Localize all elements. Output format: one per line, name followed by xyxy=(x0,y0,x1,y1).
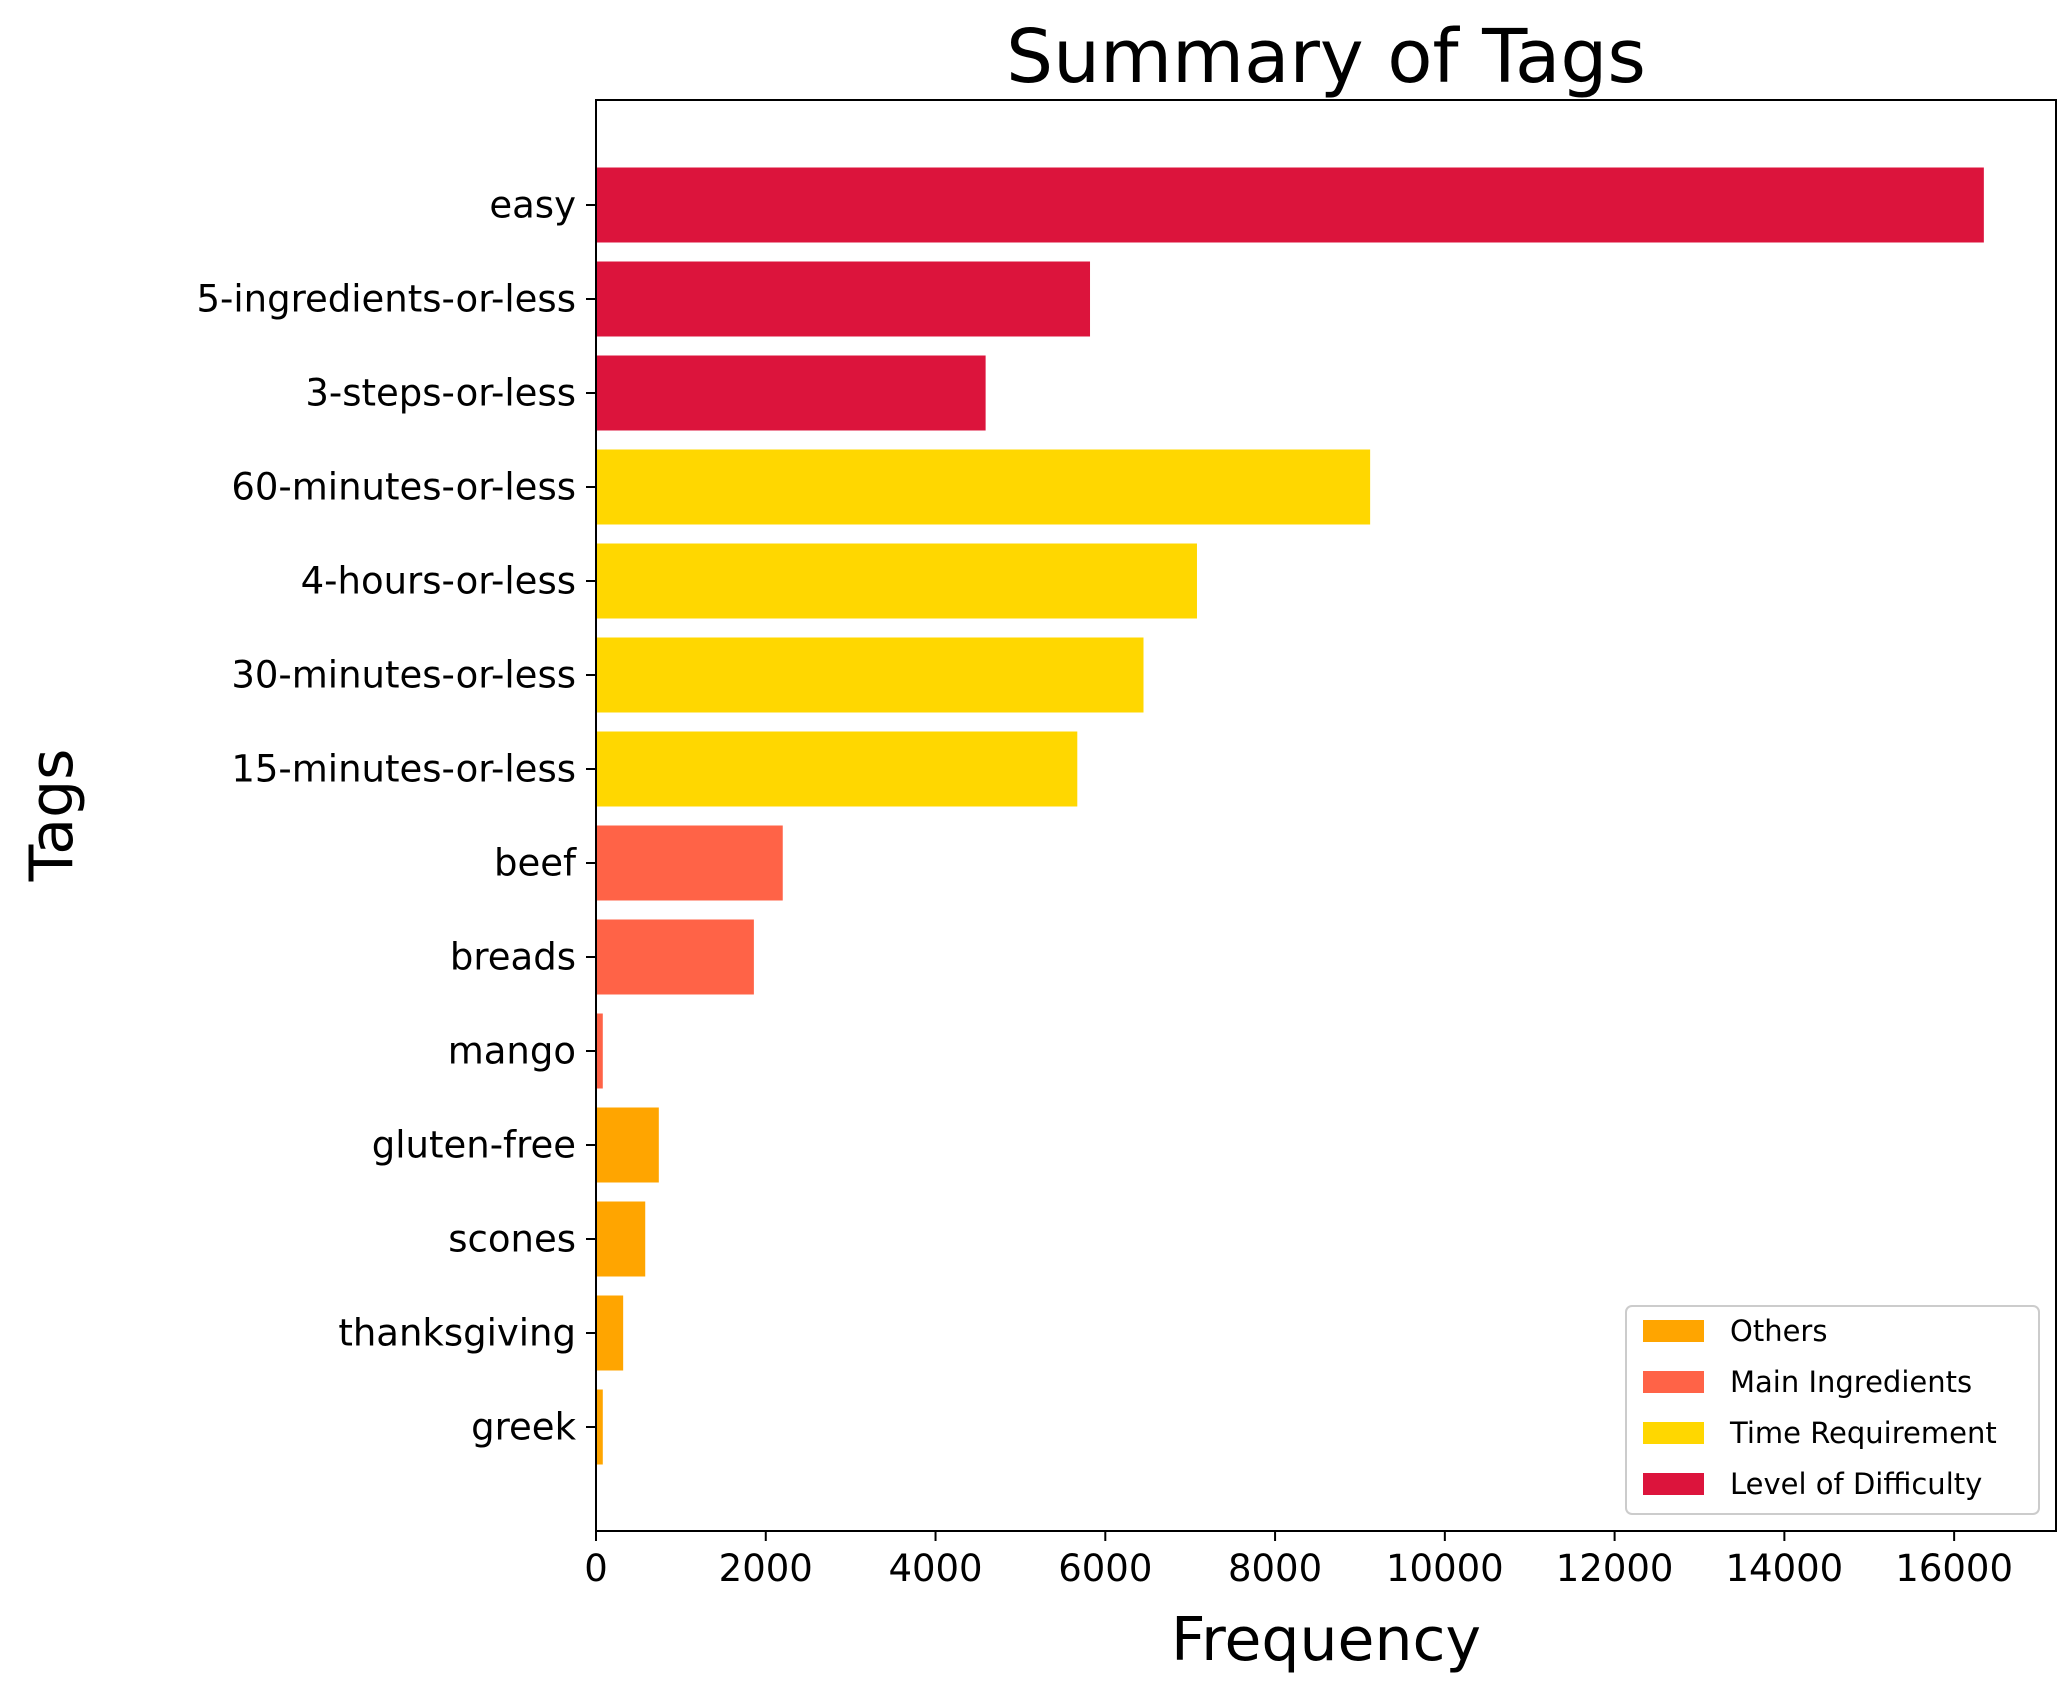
x-axis-title: Frequency xyxy=(1171,1605,1481,1675)
bar-4-hours-or-less xyxy=(596,543,1197,619)
y-tick-label: 4-hours-or-less xyxy=(301,560,576,603)
legend-label-level-of-difficulty: Level of Difficulty xyxy=(1730,1467,1982,1501)
y-axis-ticks: easy 5-ingredients-or-less 3-steps-or-less… xyxy=(196,184,596,1449)
y-tick-label: beef xyxy=(494,842,577,885)
y-tick-label: 60-minutes-or-less xyxy=(231,466,576,509)
y-tick-label: thanksgiving xyxy=(338,1312,576,1355)
bar-breads xyxy=(596,919,754,995)
x-axis-ticks: 0 2000 4000 6000 8000 10000 12000 14000 16000 xyxy=(584,1531,2013,1590)
y-tick-label: 5-ingredients-or-less xyxy=(196,278,576,321)
bar-thanksgiving xyxy=(596,1295,624,1371)
legend-swatch-level-of-difficulty xyxy=(1643,1473,1704,1495)
y-tick-label: scones xyxy=(448,1218,576,1261)
legend-label-main-ingredients: Main Ingredients xyxy=(1730,1365,1972,1399)
bar-easy xyxy=(596,167,1984,243)
y-axis-title: Tags xyxy=(17,749,87,883)
y-tick-label: easy xyxy=(489,184,576,227)
y-tick-label: 3-steps-or-less xyxy=(305,372,576,415)
x-tick-label: 14000 xyxy=(1726,1547,1844,1590)
x-tick-label: 4000 xyxy=(888,1547,982,1590)
plot-frame xyxy=(595,99,2057,1532)
bar-greek xyxy=(596,1389,603,1465)
x-tick-label: 16000 xyxy=(1895,1547,2013,1590)
bar-gluten-free xyxy=(596,1107,659,1183)
bar-30-minutes-or-less xyxy=(596,637,1144,713)
bars-layer xyxy=(596,167,1984,1465)
y-tick-label: gluten-free xyxy=(372,1124,576,1167)
bar-beef xyxy=(596,825,783,901)
x-tick-label: 0 xyxy=(584,1547,608,1590)
legend-box xyxy=(1625,1305,2040,1515)
legend-label-others: Others xyxy=(1730,1314,1827,1348)
legend-swatch-time-requirement xyxy=(1643,1422,1704,1444)
legend-label-time-requirement: Time Requirement xyxy=(1729,1416,1997,1450)
chart-title: Summary of Tags xyxy=(1006,14,1646,100)
x-tick-label: 12000 xyxy=(1556,1547,1674,1590)
y-tick-label: breads xyxy=(450,936,576,979)
x-tick-label: 6000 xyxy=(1058,1547,1152,1590)
y-tick-label: greek xyxy=(471,1406,576,1449)
y-tick-label: mango xyxy=(448,1030,576,1073)
x-tick-label: 2000 xyxy=(719,1547,813,1590)
legend: Others Main Ingredients Time Requirement Le… xyxy=(1625,1305,2040,1515)
x-tick-label: 8000 xyxy=(1228,1547,1322,1590)
legend-swatch-main-ingredients xyxy=(1643,1371,1704,1393)
y-tick-label: 15-minutes-or-less xyxy=(231,748,576,791)
bar-60-minutes-or-less xyxy=(596,449,1371,525)
bar-5-ingredients-or-less xyxy=(596,261,1091,337)
x-tick-label: 10000 xyxy=(1386,1547,1504,1590)
legend-swatch-others xyxy=(1643,1320,1704,1342)
bar-15-minutes-or-less xyxy=(596,731,1078,807)
bar-scones xyxy=(596,1201,646,1277)
y-tick-label: 30-minutes-or-less xyxy=(231,654,576,697)
bar-3-steps-or-less xyxy=(596,355,986,431)
bar-mango xyxy=(596,1013,603,1089)
